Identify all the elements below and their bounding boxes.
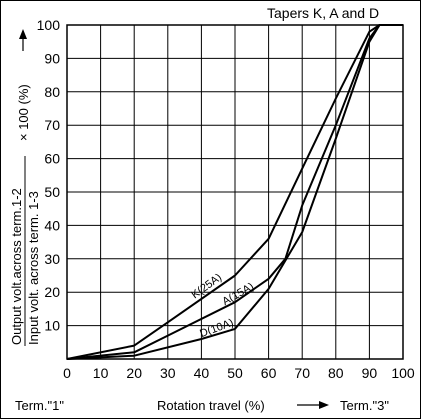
- y-tick-label: 50: [44, 184, 60, 200]
- x-tick-labels: 0 10 20 30 40 50 60 70 80 90 100: [63, 365, 415, 381]
- x-tick-label: 20: [126, 365, 142, 381]
- y-tick-label: 70: [44, 117, 60, 133]
- y-label-numerator: Output volt.across term.1-2: [9, 188, 24, 345]
- x-tick-label: 50: [227, 365, 243, 381]
- plot-border: [66, 24, 404, 360]
- x-tick-label: 10: [93, 365, 109, 381]
- y-tick-label: 60: [44, 151, 60, 167]
- y-tick-label: 80: [44, 84, 60, 100]
- y-tick-label: 90: [44, 50, 60, 66]
- y-tick-label: 10: [44, 318, 60, 334]
- x-tick-label: 40: [194, 365, 210, 381]
- x-tick-label: 30: [160, 365, 176, 381]
- x-tick-label: 80: [328, 365, 344, 381]
- x-axis-label: Rotation travel (%): [157, 398, 265, 413]
- y-tick-label: 100: [37, 17, 61, 33]
- x-end-right-label: Term."3": [340, 398, 389, 413]
- grid: [66, 24, 404, 359]
- x-tick-label: 100: [391, 365, 415, 381]
- y-tick-label: 20: [44, 284, 60, 300]
- series-line-d10a: [66, 24, 403, 360]
- series-lines: [66, 24, 403, 360]
- x-tick-label: 90: [362, 365, 378, 381]
- x-tick-label: 70: [294, 365, 310, 381]
- x-axis-arrow: [297, 401, 329, 409]
- x-tick-label: 60: [261, 365, 277, 381]
- y-tick-labels: 10 20 30 40 50 60 70 80 90 100: [37, 17, 61, 334]
- y-axis-title: Output volt.across term.1-2 Input volt. …: [9, 29, 41, 346]
- series-label: A(15A): [220, 281, 256, 309]
- y-axis-arrow: [19, 29, 27, 51]
- y-tick-label: 30: [44, 251, 60, 267]
- y-label-factor: × 100 (%): [16, 84, 31, 141]
- y-label-denominator: Input volt. across term. 1-3: [26, 191, 41, 345]
- series-labels: K(25A)A(15A)D(10A): [189, 271, 256, 340]
- x-end-left-label: Term."1": [15, 398, 64, 413]
- chart-title: Tapers K, A and D: [267, 5, 379, 21]
- x-tick-label: 0: [63, 365, 71, 381]
- series-line-k25a: [66, 24, 403, 360]
- y-tick-label: 40: [44, 217, 60, 233]
- series-label: D(10A): [198, 317, 235, 340]
